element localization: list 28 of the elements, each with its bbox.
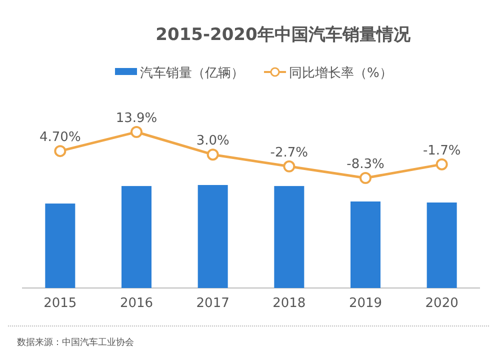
x-tick-label: 2017: [196, 296, 230, 311]
bar: [122, 186, 152, 288]
bar: [350, 201, 380, 288]
x-tick-label: 2019: [348, 296, 382, 311]
point: [206, 148, 219, 161]
point: [436, 158, 448, 170]
x-tick-label: 2015: [44, 296, 77, 311]
point: [283, 160, 296, 172]
point: [360, 172, 372, 184]
bar: [45, 204, 76, 288]
data-label: -1.7%: [422, 143, 461, 158]
data-label: 3.0%: [196, 134, 230, 149]
legend-label: 同比增长率（%）: [289, 65, 392, 81]
x-tick-label: 2020: [425, 296, 458, 311]
bar: [426, 202, 457, 288]
bar: [274, 186, 304, 288]
x-tick-label: 2016: [120, 296, 154, 311]
point: [130, 126, 142, 138]
data-label: 13.9%: [116, 111, 158, 126]
x-tick-label: 2018: [272, 296, 306, 311]
data-label: 4.70%: [40, 130, 81, 146]
point: [54, 145, 66, 158]
source-note: 数据来源：中国汽车工业协会: [17, 337, 134, 348]
legend-label: 汽车销量（亿辆）: [140, 66, 244, 81]
chart-title: 2015-2020年中国汽车销量情况: [156, 25, 412, 45]
data-label: -2.7%: [270, 145, 308, 160]
data-label: -8.3%: [346, 157, 384, 172]
bar: [198, 185, 228, 288]
